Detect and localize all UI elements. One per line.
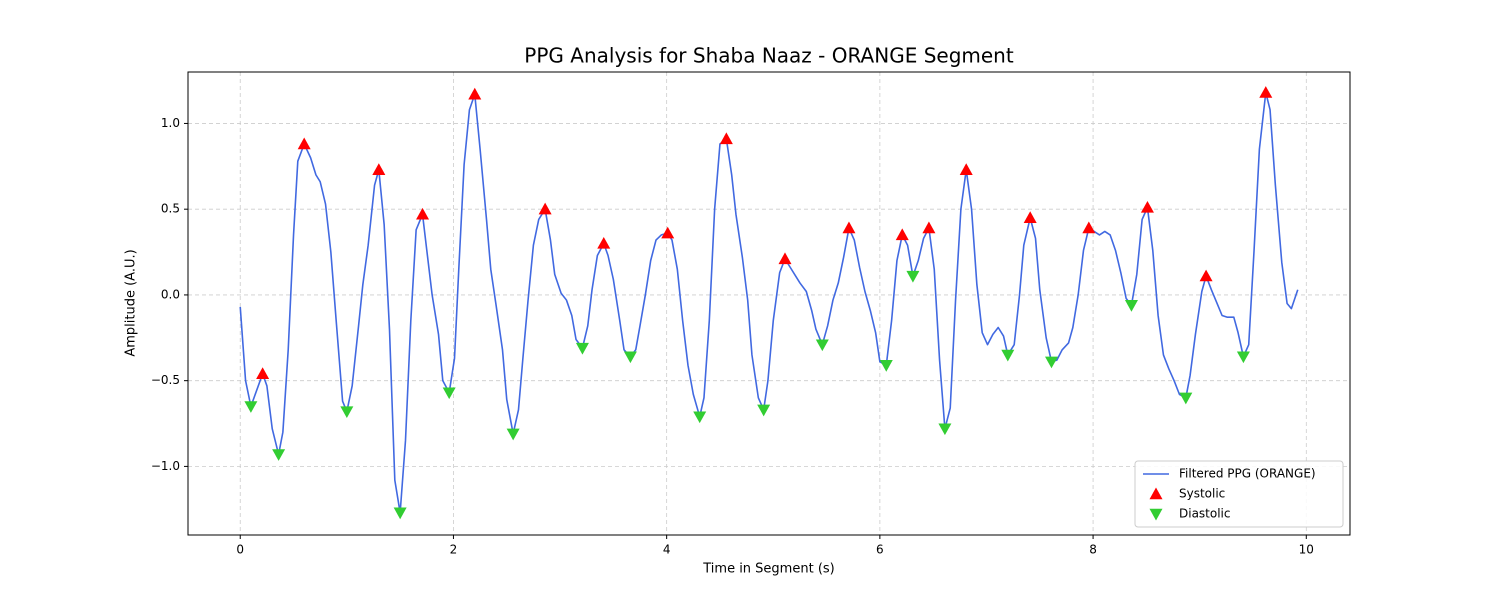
marker (719, 132, 733, 145)
legend-label: Filtered PPG (ORANGE) (1179, 467, 1316, 481)
marker (1023, 211, 1037, 223)
x-axis-label: Time in Segment (s) (702, 562, 834, 577)
marker (693, 411, 707, 424)
x-tick-label: 0 (236, 543, 244, 557)
marker (1179, 392, 1193, 405)
marker (272, 449, 286, 461)
marker (597, 236, 611, 249)
marker (922, 221, 936, 234)
marker (842, 221, 856, 234)
legend-swatch (1149, 487, 1163, 500)
marker (442, 387, 456, 400)
marker (906, 270, 920, 283)
marker (393, 507, 407, 520)
marker (244, 401, 258, 413)
y-tick-label: −1.0 (151, 459, 180, 473)
marker (297, 137, 311, 150)
legend-label: Systolic (1179, 487, 1225, 501)
marker (1236, 351, 1250, 364)
marker (1082, 221, 1096, 234)
x-tick-label: 8 (1089, 543, 1097, 557)
marker (661, 226, 675, 239)
legend-label: Diastolic (1179, 507, 1231, 521)
marker (895, 228, 909, 241)
marker (757, 404, 771, 417)
marker (340, 406, 354, 419)
marker (416, 207, 430, 220)
marker (1001, 349, 1015, 362)
axes-frame (187, 71, 1351, 536)
x-tick-label: 4 (663, 543, 671, 557)
legend-swatch (1149, 508, 1163, 521)
marker (256, 367, 270, 380)
chart-title: PPG Analysis for Shaba Naaz - ORANGE Seg… (524, 44, 1014, 68)
y-tick-label: −0.5 (151, 373, 180, 387)
marker (1124, 300, 1138, 312)
marker (538, 202, 552, 215)
marker (1199, 269, 1213, 282)
marker (1045, 356, 1059, 369)
y-tick-label: 1.0 (161, 116, 180, 130)
marker (372, 163, 386, 175)
y-axis-label: Amplitude (A.U.) (124, 249, 139, 356)
legend-box (1134, 460, 1344, 528)
x-tick-label: 6 (876, 543, 884, 557)
x-tick-label: 10 (1299, 543, 1314, 557)
marker (468, 87, 482, 100)
marker (1140, 200, 1154, 213)
marker (879, 360, 893, 372)
y-tick-label: 0.0 (161, 287, 180, 301)
marker (575, 342, 589, 355)
legend: Filtered PPG (ORANGE) Systolic Diastolic (1134, 460, 1344, 528)
y-tick-label: 0.5 (161, 202, 180, 216)
marker (959, 163, 973, 175)
marker (1259, 86, 1273, 98)
marker (815, 339, 829, 352)
x-tick-label: 2 (450, 543, 458, 557)
marker (506, 428, 520, 441)
marker (778, 252, 792, 265)
marker (623, 351, 637, 364)
marker (938, 423, 952, 436)
